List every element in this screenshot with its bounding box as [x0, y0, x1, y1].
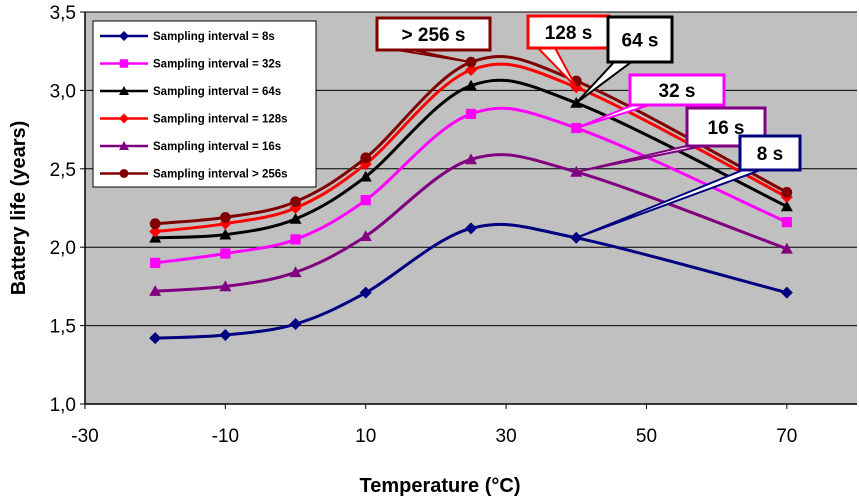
data-point-4-0 [149, 285, 162, 296]
legend-entry-sampling-interval-256s: Sampling interval > 256s [100, 169, 288, 181]
data-point-5-6 [781, 186, 793, 198]
legend-swatch-marker-4 [119, 141, 129, 150]
data-point-2-2 [289, 212, 302, 224]
legend-entry-sampling-interval-32s: Sampling interval = 32s [100, 59, 281, 71]
series-sampling-interval-8s [149, 222, 793, 345]
legend: Sampling interval = 8s Sampling interval … [92, 20, 317, 188]
data-point-2-6 [780, 200, 793, 212]
legend-entry-sampling-interval-128s: Sampling interval = 128s [100, 113, 288, 126]
y-tick-label-4: 3,0 [50, 81, 76, 102]
data-point-4-3 [359, 230, 372, 242]
legend-label-2: Sampling interval = 64s [153, 86, 281, 98]
callout-label-0: > 256 s [402, 25, 466, 46]
x-tick-label-5: 70 [776, 426, 797, 447]
data-point-0-2 [289, 318, 302, 331]
data-point-0-4 [465, 222, 477, 235]
data-point-1-6 [781, 217, 792, 228]
legend-label-1: Sampling interval = 32s [153, 59, 281, 71]
y-tick-label-2: 2,0 [50, 238, 76, 259]
y-tick-label-3: 2,5 [50, 160, 76, 181]
data-point-5-3 [360, 152, 372, 164]
x-tick-label-0: -30 [71, 426, 98, 447]
callout-8-s: 8 s [738, 134, 802, 172]
data-point-4-1 [219, 280, 232, 292]
callout-256-s: > 256 s [375, 16, 492, 52]
data-point-0-6 [780, 286, 793, 299]
legend-label-5: Sampling interval > 256s [153, 169, 288, 181]
legend-entry-sampling-interval-8s: Sampling interval = 8s [100, 31, 275, 43]
callout-32-s: 32 s [628, 73, 726, 107]
legend-swatch-marker-2 [119, 86, 129, 95]
y-tick-label-0: 1,0 [50, 395, 76, 416]
x-axis-label: Temperature (°C) [360, 475, 521, 497]
x-tick-labels: -30 -10 10 30 50 70 [71, 426, 797, 447]
callout-box-3 [628, 73, 726, 107]
data-point-1-1 [220, 248, 231, 259]
data-point-1-3 [360, 195, 371, 206]
data-point-3-0 [149, 225, 162, 238]
callout-box-5 [738, 134, 802, 172]
data-point-2-4 [465, 79, 477, 91]
callout-box-1 [526, 14, 611, 50]
series-line-0 [155, 222, 788, 340]
legend-swatch-marker-0 [119, 31, 129, 41]
callout-label-4: 16 s [708, 118, 745, 139]
data-point-4-4 [465, 153, 477, 165]
legend-entry-sampling-interval-64s: Sampling interval = 64s [100, 86, 281, 98]
legend-entry-sampling-interval-16s: Sampling interval = 16s [100, 141, 281, 153]
callout-labels: > 256 s 128 s 64 s 32 s 16 s 8 s [375, 14, 802, 172]
data-point-3-4 [465, 64, 477, 77]
callout-box-2 [606, 15, 674, 64]
data-point-1-0 [150, 257, 161, 268]
callout-label-1: 128 s [545, 23, 593, 44]
callout-box-0 [375, 16, 492, 52]
x-tick-label-3: 30 [496, 426, 517, 447]
x-tick-label-2: 10 [355, 426, 376, 447]
data-point-2-1 [219, 228, 232, 240]
legend-label-4: Sampling interval = 16s [153, 141, 281, 153]
series-line-1 [154, 106, 788, 265]
callout-128-s: 128 s [526, 14, 611, 50]
data-point-4-6 [780, 242, 793, 254]
callout-label-2: 64 s [622, 31, 659, 52]
x-tick-label-1: -10 [212, 426, 239, 447]
y-tick-label-5: 3,5 [50, 3, 76, 24]
axes [80, 11, 857, 409]
data-point-0-1 [219, 329, 232, 342]
data-point-1-2 [290, 234, 301, 245]
x-tick-label-4: 50 [636, 426, 657, 447]
series-line-5 [155, 55, 788, 226]
data-point-5-2 [290, 196, 301, 208]
y-tick-labels: 1,0 1,5 2,0 2,5 3,0 3,5 [50, 3, 76, 416]
legend-box [92, 20, 317, 188]
legend-swatch-marker-3 [119, 113, 129, 124]
legend-swatch-marker-1 [119, 59, 129, 68]
data-point-0-0 [149, 332, 162, 345]
data-point-4-2 [289, 266, 302, 278]
data-point-0-3 [359, 286, 372, 299]
series-line-2 [155, 78, 788, 240]
data-point-2-3 [359, 170, 372, 182]
callout-label-3: 32 s [659, 81, 696, 102]
series-line-4 [155, 153, 788, 293]
data-point-5-1 [219, 212, 231, 223]
y-tick-label-1: 1,5 [50, 317, 76, 338]
legend-label-3: Sampling interval = 128s [153, 114, 288, 126]
callout-64-s: 64 s [606, 15, 674, 64]
legend-label-0: Sampling interval = 8s [153, 31, 275, 43]
data-point-5-0 [149, 218, 161, 230]
y-axis-label: Battery life (years) [8, 121, 30, 296]
data-point-1-4 [465, 108, 477, 120]
callout-pointers [384, 45, 767, 239]
callout-label-5: 8 s [757, 144, 783, 165]
legend-swatch-marker-5 [119, 169, 129, 178]
series-line-3 [155, 62, 788, 234]
